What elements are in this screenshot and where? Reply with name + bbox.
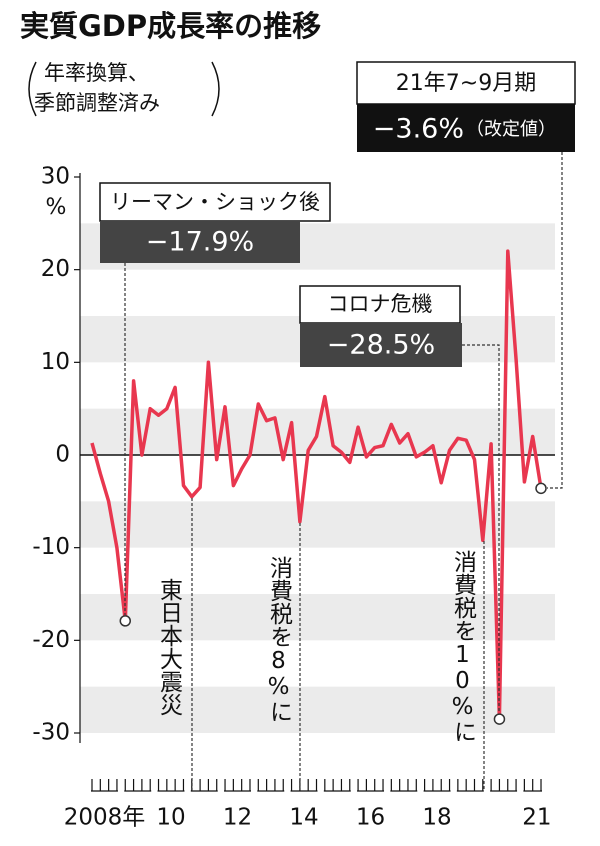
x-tick-label: 14 [289, 805, 318, 831]
callout-label: コロナ危機 [328, 292, 433, 316]
x-tick-label: 10 [156, 805, 185, 831]
x-tick-label: 21 [522, 805, 551, 831]
callout-value-box [300, 323, 462, 367]
y-tick-label: -20 [32, 627, 70, 653]
value-label: −17.9% [146, 227, 254, 258]
plot: 30 20 10 0 -10 -20 -30 2008年 10 12 14 16 18 21 [32, 164, 555, 831]
chart-title: 実質GDP成長率の推移 [20, 9, 321, 43]
paren [28, 61, 37, 117]
band [80, 594, 555, 641]
callout-value-box [100, 221, 300, 263]
point-marker [535, 482, 547, 495]
y-unit: % [46, 195, 67, 220]
y-tick-label: 10 [41, 349, 70, 375]
paren [211, 61, 220, 117]
x-tick-label: 16 [356, 805, 385, 831]
leader-line [547, 152, 563, 489]
callout-label: 21年7~9月期 [396, 71, 536, 96]
subtitle: 年率換算、 [44, 61, 149, 85]
event-label: 東日本大震災 [156, 578, 184, 716]
event-label: 消費税を10%に [450, 550, 478, 743]
x-tick-label: 2008年 [64, 805, 146, 831]
line [90, 249, 543, 721]
leader-line [462, 344, 500, 713]
background [80, 223, 555, 733]
callout-label: リーマン・ショック後 [110, 190, 320, 214]
y-tick-label: -30 [32, 720, 70, 746]
band [80, 686, 555, 733]
event-label: 消費税を8%に [266, 556, 294, 723]
x-tick-label: 12 [223, 805, 252, 831]
value-label: −28.5% [327, 330, 435, 361]
callout-note: （改定値） [466, 119, 556, 140]
value-label: −3.6% [373, 114, 464, 145]
point-marker [119, 615, 132, 627]
callout-box [99, 182, 331, 222]
leaders [124, 152, 563, 790]
point-marker [493, 713, 506, 725]
band [80, 501, 555, 548]
callout-value-box [357, 104, 575, 152]
y-tick-label: 30 [41, 164, 70, 190]
y-tick-label: -10 [32, 534, 70, 560]
subtitle: 季節調整済み [34, 91, 160, 115]
y-tick-label: 20 [41, 256, 70, 282]
x-tick-label: 18 [422, 805, 451, 831]
y-tick-label: 0 [55, 442, 70, 468]
